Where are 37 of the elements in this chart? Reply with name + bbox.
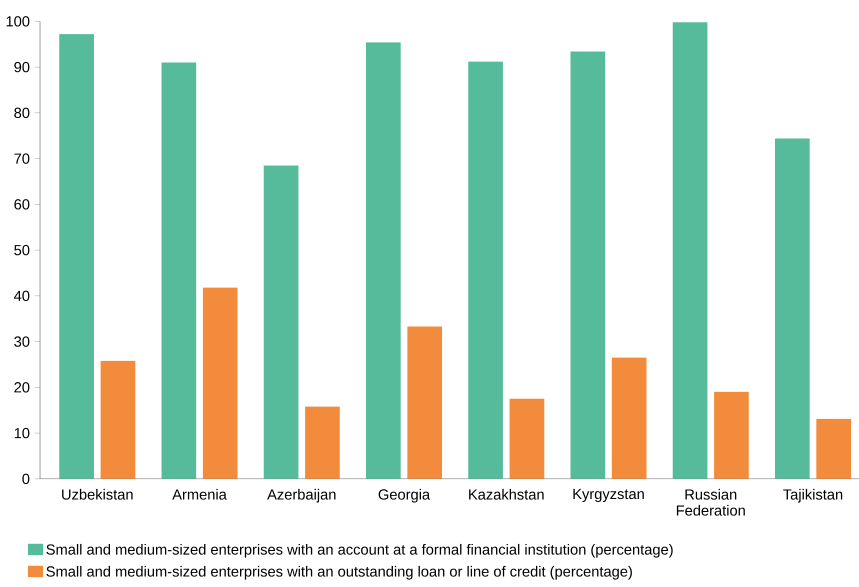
x-tick-label: Russian Federation — [676, 488, 745, 516]
y-tick-label: 50 — [14, 244, 30, 256]
bar — [100, 360, 136, 479]
x-tick-label: Armenia — [172, 488, 227, 500]
y-tick-label: 70 — [14, 153, 30, 164]
x-tick-label: Tajikistan — [783, 488, 842, 503]
bar — [672, 22, 708, 479]
y-tick-label: 0 — [22, 474, 30, 484]
bar — [570, 52, 606, 479]
y-tick-label: 20 — [14, 382, 30, 393]
y-tick-label: 10 — [14, 428, 30, 438]
bar — [612, 358, 647, 479]
y-tick-label: 80 — [14, 108, 30, 118]
bar — [816, 418, 852, 479]
x-tick-label: Georgia — [378, 488, 430, 503]
bar — [774, 138, 810, 479]
x-tick-label: Uzbekistan — [62, 488, 133, 500]
x-tick-label: Kazakhstan — [469, 488, 544, 500]
x-tick-label: Kyrgyzstan — [573, 488, 644, 502]
bar — [305, 406, 340, 479]
y-tick-label: 30 — [14, 336, 30, 347]
bar — [59, 34, 94, 479]
bar — [510, 398, 544, 479]
bar — [714, 392, 749, 479]
x-tick-label: Azerbaijan — [267, 488, 336, 503]
bar — [366, 42, 401, 479]
bar — [468, 62, 503, 479]
y-tick-label: 60 — [14, 199, 30, 210]
y-tick-label: 100 — [6, 16, 30, 27]
bar — [202, 288, 238, 479]
bar — [162, 62, 196, 479]
bar — [407, 326, 442, 479]
legend-label: Small and medium-sized enterprises with an account at a formal financial institution (percentage) — [46, 544, 673, 558]
legend-label: Small and medium-sized enterprises with an outstanding loan or line of credit (percentage) — [46, 566, 632, 580]
y-tick-label: 40 — [14, 290, 30, 302]
bar — [264, 166, 298, 479]
y-tick-label: 90 — [14, 62, 30, 72]
